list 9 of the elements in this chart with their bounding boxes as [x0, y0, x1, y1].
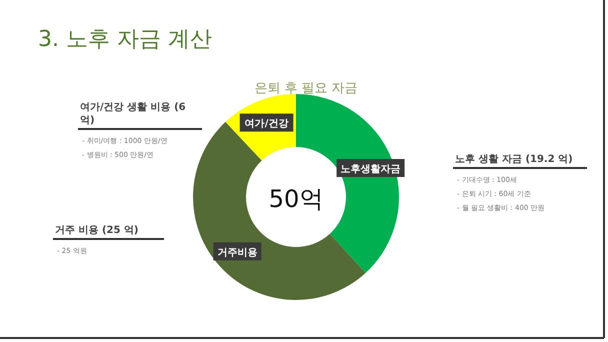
slice-label: 노후생활자금 [340, 164, 401, 176]
text: 50억 [268, 185, 324, 213]
chart-subtitle: 은퇴 후 필요 자금 [254, 81, 358, 96]
chart-title: 3. 노후 자금 계산 [38, 27, 212, 52]
text: 노후 생활 자금 (19.2 억) [455, 154, 573, 165]
text: 거주 비용 (25 억) [55, 225, 139, 236]
slice-label: 여가/건강 [244, 118, 288, 130]
text: 여가/건강 생활 비용 (6 억) [80, 102, 186, 126]
slice-label: 거주비용 [217, 247, 258, 258]
